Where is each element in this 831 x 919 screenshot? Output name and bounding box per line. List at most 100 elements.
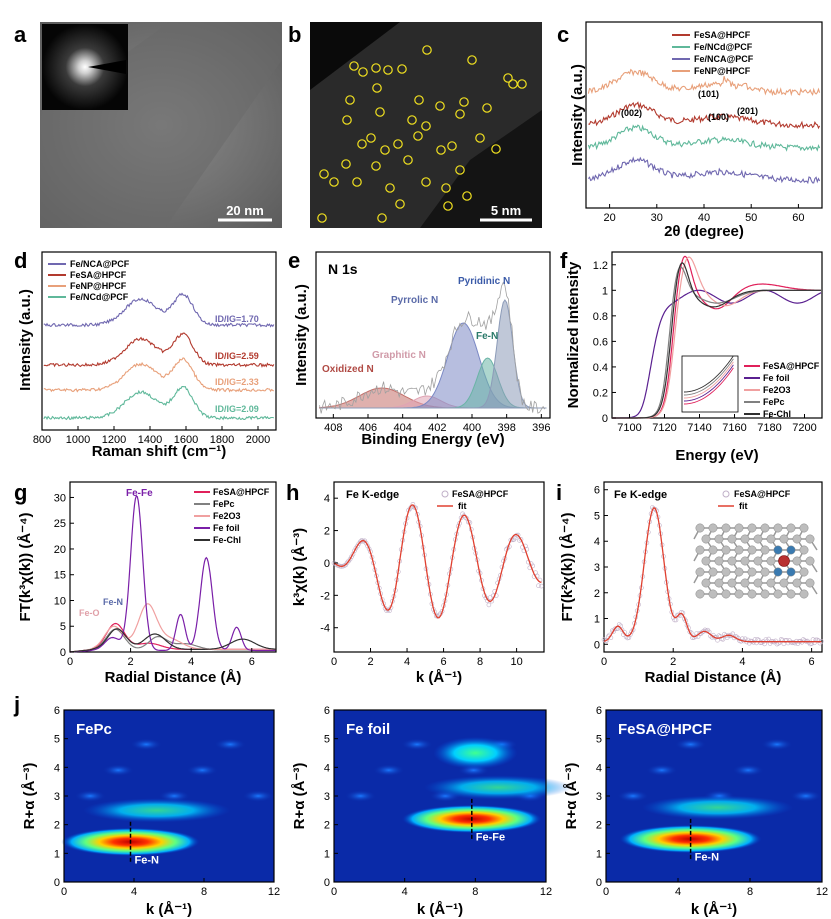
kspace-data-point	[539, 583, 544, 589]
panel-a: a 20 nm	[14, 22, 282, 228]
i-xtick-label: 4	[739, 656, 745, 668]
carbon-atom	[714, 534, 724, 544]
j1-ytick-label: 1	[324, 848, 330, 860]
ylabel-j: R+α (Å⁻³)	[21, 763, 38, 830]
ft-fit-data-point	[787, 638, 792, 643]
j0-ytick-label: 5	[54, 734, 60, 746]
i-xtick-label: 2	[670, 656, 676, 668]
carbon-atom	[766, 578, 776, 588]
j2-ytick-label: 6	[596, 705, 602, 717]
j2-ytick-label: 2	[596, 820, 602, 832]
j1-ytick-label: 5	[324, 734, 330, 746]
atom-marker	[421, 121, 431, 131]
j1-xtick-label: 12	[540, 886, 552, 898]
atom-marker	[459, 97, 469, 107]
wavelet-blob	[242, 790, 275, 802]
nitrogen-atom	[786, 545, 796, 555]
inset-series-FeSA@HPCF	[683, 367, 734, 405]
inset-series-Fe-Chl	[683, 355, 734, 393]
carbon-atom	[773, 589, 783, 599]
h-xtick-label: 0	[331, 656, 337, 668]
j1-ytick-label: 2	[324, 820, 330, 832]
legend-f: FeSA@HPCF Fe foil Fe2O3 FePc Fe-Chl	[744, 361, 820, 419]
xlabel-g: Radial Distance (Å)	[105, 669, 242, 686]
axes-h	[333, 481, 545, 653]
wavelet-blob	[130, 738, 163, 751]
xrd-series-Fe/NCA@PCF	[587, 156, 821, 185]
carbon-atom	[708, 567, 718, 577]
carbon-atom	[727, 578, 737, 588]
wavelet-bond-label: Fe-N	[695, 852, 720, 864]
panel-f: f 7100 7120 7140 7160 7180 7200 0 0.2 0.4 0.6 0.8 1…	[560, 248, 823, 464]
atom-marker	[383, 65, 393, 75]
xanes-curves	[612, 255, 822, 419]
ft-fit-curves	[601, 505, 824, 647]
i-xtick-label: 6	[809, 656, 815, 668]
kspace-data-point	[355, 543, 360, 549]
ratio-d-3: ID/IG=2.09	[215, 404, 259, 414]
wavelet-blob	[214, 738, 247, 751]
atom-marker	[358, 67, 368, 77]
wavelet-blob	[401, 738, 434, 751]
legend-d-3: Fe/NCd@PCF	[70, 292, 129, 302]
h-ytick-label: 2	[324, 526, 330, 538]
ratio-d-1: ID/IG=2.59	[215, 351, 259, 361]
j1-xtick-label: 0	[331, 886, 337, 898]
kspace-ticks: 0 2 4 6 8 10 -4 -2 0 2 4	[320, 493, 523, 668]
axes-d	[41, 251, 277, 431]
carbon-atom	[695, 589, 705, 599]
ft-fit-data-point	[759, 640, 765, 645]
j1-xtick-label: 4	[402, 886, 408, 898]
ft-fit-data-point	[697, 631, 702, 636]
wavelet-secondary	[83, 798, 231, 823]
kspace-data-point	[410, 501, 416, 507]
carbon-atom	[734, 545, 744, 555]
j2-xtick-label: 4	[675, 886, 681, 898]
carbon-atom	[799, 523, 809, 533]
atom-marker	[345, 95, 355, 105]
f-ytick-label: 1	[602, 285, 608, 297]
legend-g-2: Fe2O3	[213, 511, 241, 521]
j2-xtick-label: 12	[816, 886, 828, 898]
xrd-series-FeSA@HPCF	[588, 101, 821, 130]
axes-g	[69, 481, 277, 653]
carbon-atom	[708, 523, 718, 533]
panel-label-d: d	[14, 248, 27, 273]
i-ytick-label: 4	[594, 536, 600, 548]
carbon-atom	[786, 523, 796, 533]
atom-marker	[349, 61, 359, 71]
ft-series-FeSA@HPCF	[69, 622, 276, 653]
d-xtick-label: 1400	[138, 434, 162, 446]
legend-c: FeSA@HPCF Fe/NCd@PCF Fe/NCA@PCF FeNP@HPC…	[672, 30, 754, 76]
title-h: Fe K-edge	[346, 489, 399, 501]
atom-marker	[375, 107, 385, 117]
g-ytick-label: 10	[54, 595, 66, 607]
atom-marker	[397, 64, 407, 74]
legend-f-3: FePc	[763, 397, 785, 407]
carbon-atom	[805, 556, 815, 566]
carbon-atom	[799, 567, 809, 577]
legend-g-4: Fe-Chl	[213, 535, 241, 545]
d-xtick-label: 1600	[174, 434, 198, 446]
atom-marker	[377, 213, 387, 223]
atom-marker	[372, 83, 382, 93]
carbon-atom	[779, 578, 789, 588]
g-ytick-label: 0	[60, 647, 66, 659]
atom-marker	[436, 145, 446, 155]
atom-marker	[385, 183, 395, 193]
h-xtick-label: 8	[477, 656, 483, 668]
c-xtick-label: 30	[651, 212, 663, 224]
scale-label-b: 5 nm	[491, 203, 521, 218]
c-xtick-label: 40	[698, 212, 710, 224]
j2-xtick-label: 0	[603, 886, 609, 898]
g-ytick-label: 30	[54, 492, 66, 504]
carbon-atom	[701, 578, 711, 588]
wavelet-title: FePc	[76, 721, 112, 738]
i-ytick-label: 6	[594, 485, 600, 497]
ylabel-e: Intensity (a.u.)	[293, 284, 310, 386]
c-xtick-label: 50	[745, 212, 757, 224]
single-atom-markers	[317, 45, 527, 223]
legend-c-2: Fe/NCA@PCF	[694, 54, 754, 64]
legend-g-1: FePc	[213, 499, 235, 509]
atom-marker	[435, 101, 445, 111]
